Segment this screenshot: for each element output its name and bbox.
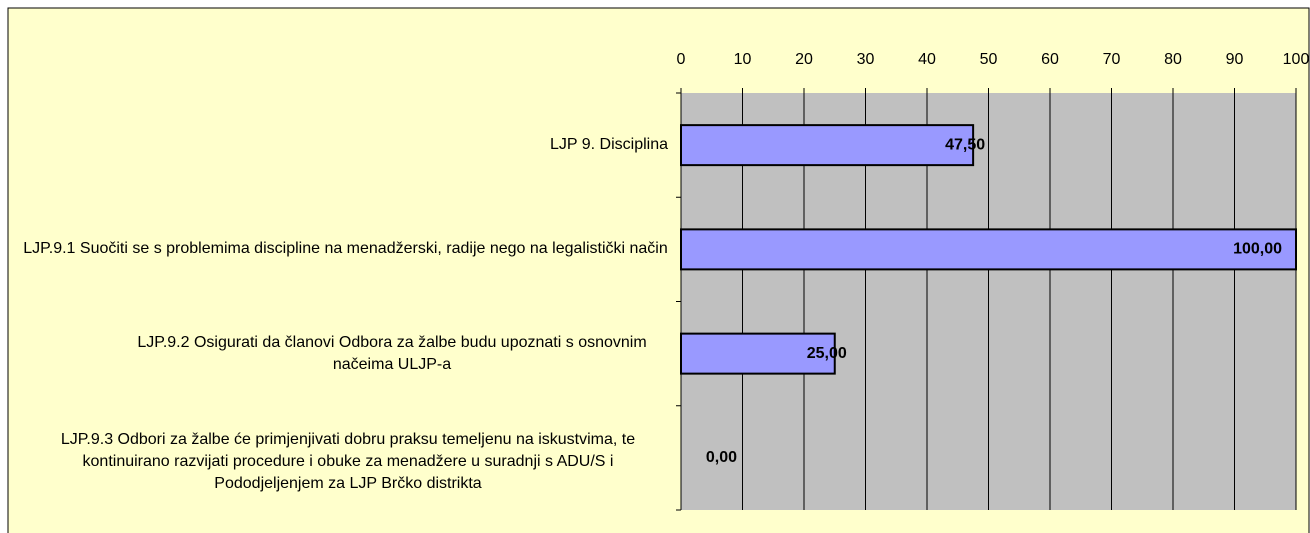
y-tick-label: LJP 9. Disciplina: [550, 136, 668, 154]
bar: [680, 332, 836, 375]
y-tick-label: LJP.9.3 Odbori za žalbe će primjenjivati…: [60, 430, 636, 492]
y-tick-label: LJP.9.2 Osigurati da članovi Odbora za ž…: [137, 333, 647, 373]
y-tick-label: LJP.9.1 Suočiti se s problemima discipli…: [23, 240, 668, 258]
x-tick-label: 60: [1041, 51, 1059, 68]
x-tick-label: 30: [857, 51, 875, 68]
x-tick-label: 90: [1226, 51, 1244, 68]
bar: [680, 228, 1297, 271]
x-tick-label: 100: [1283, 51, 1310, 68]
x-tick-label: 0: [677, 51, 686, 68]
data-label: 0,00: [706, 449, 737, 466]
x-tick-label: 20: [795, 51, 813, 68]
x-tick-label: 70: [1103, 51, 1121, 68]
x-tick-label: 50: [980, 51, 998, 68]
bar: [680, 124, 975, 167]
x-tick-label: 80: [1164, 51, 1182, 68]
x-tick-label: 10: [734, 51, 752, 68]
data-label: 47,50: [945, 136, 985, 153]
data-label: 25,00: [807, 345, 847, 362]
x-tick-label: 40: [918, 51, 936, 68]
data-label: 100,00: [1233, 241, 1282, 258]
